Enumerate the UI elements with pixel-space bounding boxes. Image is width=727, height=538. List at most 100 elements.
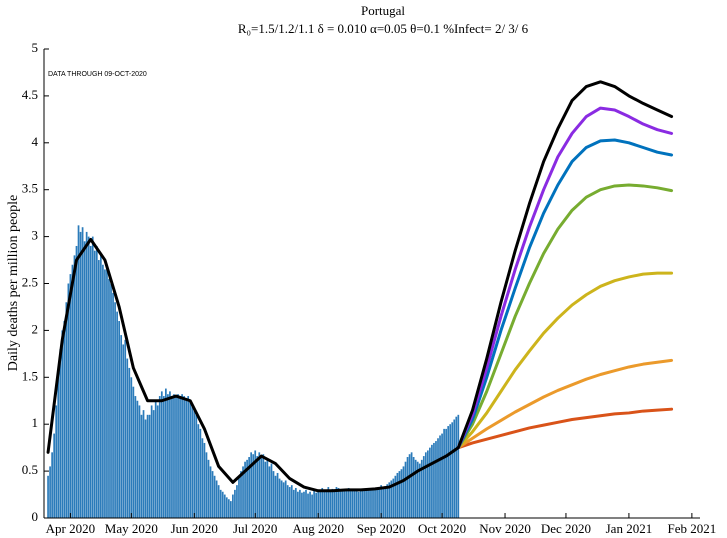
bar: [227, 499, 230, 518]
bar: [278, 478, 281, 518]
bar: [437, 438, 439, 518]
bar: [390, 480, 393, 518]
bar: [406, 457, 409, 518]
bar: [374, 489, 376, 518]
bar: [106, 264, 108, 518]
bar: [211, 471, 214, 518]
x-tick-label: Dec 2020: [541, 521, 591, 536]
bar: [321, 487, 324, 518]
bar: [221, 491, 224, 518]
bar: [169, 391, 171, 518]
bar: [71, 264, 74, 518]
bar: [366, 489, 368, 518]
bar: [156, 405, 159, 518]
bar: [250, 452, 253, 518]
bar: [148, 414, 151, 518]
bar: [339, 489, 342, 518]
bar: [118, 321, 120, 518]
bar: [154, 400, 157, 518]
y-tick-label: 3: [32, 228, 39, 243]
bar: [412, 457, 415, 518]
y-tick-label: 4: [32, 134, 39, 149]
bar: [209, 466, 212, 518]
bar: [134, 396, 137, 518]
y-tick-label: 3.5: [22, 181, 38, 196]
bar: [431, 444, 433, 518]
bar: [315, 492, 318, 518]
bar: [126, 358, 129, 518]
bar: [177, 394, 179, 518]
bar: [292, 489, 295, 518]
bar: [301, 492, 303, 518]
bar: [132, 386, 135, 518]
bar: [388, 482, 391, 518]
bar: [355, 489, 358, 518]
bar: [205, 452, 208, 518]
bar: [368, 487, 370, 518]
bar: [162, 396, 165, 518]
bar: [160, 391, 163, 518]
bar: [380, 485, 382, 518]
bar: [357, 491, 360, 518]
bar: [307, 493, 309, 518]
bar: [317, 489, 320, 518]
bar: [441, 433, 443, 518]
bar: [173, 394, 175, 518]
bar: [457, 414, 460, 518]
bar: [63, 321, 66, 518]
bar: [195, 414, 198, 518]
bar: [349, 489, 352, 518]
bar: [57, 377, 60, 518]
bar: [189, 400, 192, 518]
x-tick-label: Jan 2021: [606, 521, 653, 536]
x-tick-label: May 2020: [105, 521, 158, 536]
bar: [418, 463, 421, 518]
bar: [260, 457, 263, 518]
bar: [248, 457, 250, 518]
bar: [376, 487, 378, 518]
bar: [280, 480, 283, 518]
bar: [232, 494, 234, 518]
bar: [85, 231, 88, 518]
bar: [191, 405, 194, 518]
chart-title: Portugal: [361, 3, 405, 18]
bar: [185, 397, 188, 518]
y-tick-label: 1.5: [22, 368, 38, 383]
x-tick-label: Feb 2021: [668, 521, 717, 536]
line-series: [456, 271, 674, 450]
bar: [75, 245, 78, 519]
bar: [73, 255, 76, 519]
bar: [294, 487, 297, 518]
bar: [223, 494, 226, 518]
bar: [142, 410, 145, 518]
bar: [201, 438, 204, 518]
bar: [213, 475, 216, 518]
bar: [424, 452, 427, 518]
bar: [53, 433, 56, 518]
bar: [225, 497, 228, 518]
bar: [146, 414, 149, 518]
bar: [305, 489, 307, 518]
bar: [402, 466, 405, 518]
bar: [398, 471, 401, 518]
bar: [179, 396, 181, 518]
bar: [79, 231, 82, 518]
bar: [347, 487, 350, 518]
bar: [313, 489, 315, 518]
bar: [215, 480, 218, 518]
bar: [128, 367, 131, 518]
bar: [51, 452, 53, 518]
bar: [252, 454, 255, 518]
bar: [244, 461, 246, 518]
bar: [197, 424, 200, 518]
bar: [100, 255, 102, 519]
bar: [238, 475, 240, 518]
bar: [341, 488, 344, 518]
bar: [65, 302, 68, 518]
bar: [69, 274, 72, 518]
bar: [236, 485, 238, 518]
line-series: [456, 407, 674, 450]
bar: [67, 283, 70, 518]
bar: [414, 459, 417, 518]
